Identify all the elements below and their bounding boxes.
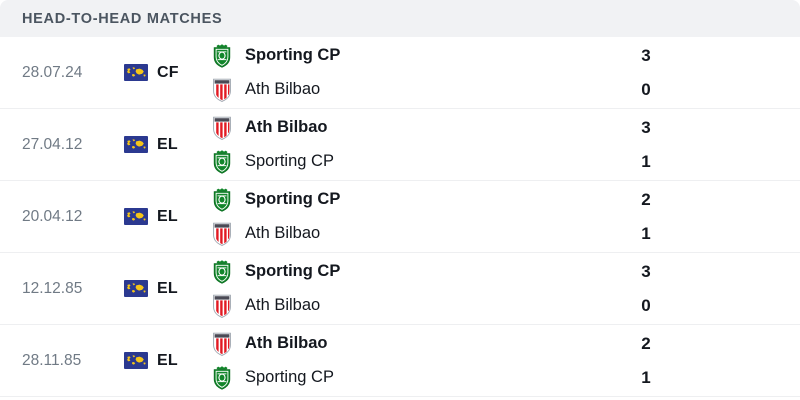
score-value: 0 (641, 295, 651, 315)
team-name: Sporting CP (245, 152, 334, 170)
score-value: 2 (641, 333, 651, 353)
score-line-home: 2 (600, 333, 800, 355)
uefa-competition-icon (124, 352, 148, 369)
score-value: 2 (641, 189, 651, 209)
team-name: Sporting CP (245, 190, 341, 208)
team-away[interactable]: Ath Bilbao (211, 222, 600, 246)
sporting-cp-badge (213, 150, 231, 174)
team-name: Sporting CP (245, 368, 334, 386)
score-value: 3 (641, 45, 651, 65)
competition-label: CF (157, 63, 179, 81)
team-name: Ath Bilbao (245, 224, 321, 242)
team-home[interactable]: Sporting CP (211, 188, 600, 212)
uefa-competition-icon (124, 208, 148, 225)
competition-cell: EL (110, 208, 205, 226)
match-date: 28.11.85 (22, 351, 82, 369)
competition-label: EL (157, 279, 178, 297)
team-home[interactable]: Sporting CP (211, 260, 600, 284)
team-name: Sporting CP (245, 262, 341, 280)
match-row[interactable]: 20.04.12 EL Sporting CP Ath Bilbao 2 1 (0, 181, 800, 253)
sporting-cp-badge (213, 260, 231, 284)
team-name: Ath Bilbao (245, 118, 328, 136)
match-row[interactable]: 27.04.12 EL Ath Bilbao Sporting CP 3 1 (0, 109, 800, 181)
match-row[interactable]: 12.12.85 EL Sporting CP Ath Bilbao 3 0 (0, 253, 800, 325)
team-home[interactable]: Sporting CP (211, 44, 600, 68)
team-away[interactable]: Sporting CP (211, 150, 600, 174)
sporting-cp-badge (213, 366, 231, 390)
sporting-cp-badge (213, 44, 231, 68)
teams-cell: Sporting CP Ath Bilbao (205, 188, 600, 246)
match-row[interactable]: 28.11.85 EL Ath Bilbao Sporting CP 2 1 (0, 325, 800, 397)
match-date: 27.04.12 (22, 135, 83, 153)
ath-bilbao-badge (213, 222, 231, 246)
team-home[interactable]: Ath Bilbao (211, 116, 600, 140)
teams-cell: Ath Bilbao Sporting CP (205, 116, 600, 174)
score-value: 3 (641, 261, 651, 281)
competition-cell: EL (110, 136, 205, 154)
ath-bilbao-badge (213, 78, 231, 102)
score-value: 3 (641, 117, 651, 137)
team-name: Sporting CP (245, 46, 341, 64)
score-line-home: 3 (600, 261, 800, 283)
score-line-away: 1 (600, 151, 800, 173)
score-value: 1 (641, 151, 651, 171)
panel-header: HEAD-TO-HEAD MATCHES (0, 0, 800, 37)
team-name: Ath Bilbao (245, 80, 321, 98)
match-date: 20.04.12 (22, 207, 83, 225)
score-value: 1 (641, 223, 651, 243)
competition-label: EL (157, 207, 178, 225)
score-value: 1 (641, 367, 651, 387)
team-home[interactable]: Ath Bilbao (211, 332, 600, 356)
uefa-competition-icon (124, 280, 148, 297)
competition-cell: EL (110, 352, 205, 370)
sporting-cp-badge (213, 188, 231, 212)
score-line-away: 0 (600, 79, 800, 101)
teams-cell: Sporting CP Ath Bilbao (205, 44, 600, 102)
page-title: HEAD-TO-HEAD MATCHES (22, 10, 223, 27)
team-name: Ath Bilbao (245, 334, 328, 352)
competition-label: EL (157, 135, 178, 153)
ath-bilbao-badge (213, 294, 231, 318)
teams-cell: Sporting CP Ath Bilbao (205, 260, 600, 318)
competition-label: EL (157, 351, 178, 369)
score-line-home: 3 (600, 117, 800, 139)
ath-bilbao-badge (213, 116, 231, 140)
team-away[interactable]: Ath Bilbao (211, 78, 600, 102)
teams-cell: Ath Bilbao Sporting CP (205, 332, 600, 390)
match-date: 12.12.85 (22, 279, 83, 297)
match-list: 28.07.24 CF Sporting CP Ath Bilbao 3 0 27.0… (0, 37, 800, 397)
team-name: Ath Bilbao (245, 296, 321, 314)
competition-cell: EL (110, 280, 205, 298)
score-line-home: 2 (600, 189, 800, 211)
uefa-competition-icon (124, 136, 148, 153)
ath-bilbao-badge (213, 332, 231, 356)
team-away[interactable]: Sporting CP (211, 366, 600, 390)
match-date: 28.07.24 (22, 63, 83, 81)
uefa-competition-icon (124, 64, 148, 81)
score-line-away: 0 (600, 295, 800, 317)
score-line-home: 3 (600, 45, 800, 67)
match-row[interactable]: 28.07.24 CF Sporting CP Ath Bilbao 3 0 (0, 37, 800, 109)
team-away[interactable]: Ath Bilbao (211, 294, 600, 318)
score-line-away: 1 (600, 367, 800, 389)
score-value: 0 (641, 79, 651, 99)
score-line-away: 1 (600, 223, 800, 245)
competition-cell: CF (110, 64, 205, 82)
